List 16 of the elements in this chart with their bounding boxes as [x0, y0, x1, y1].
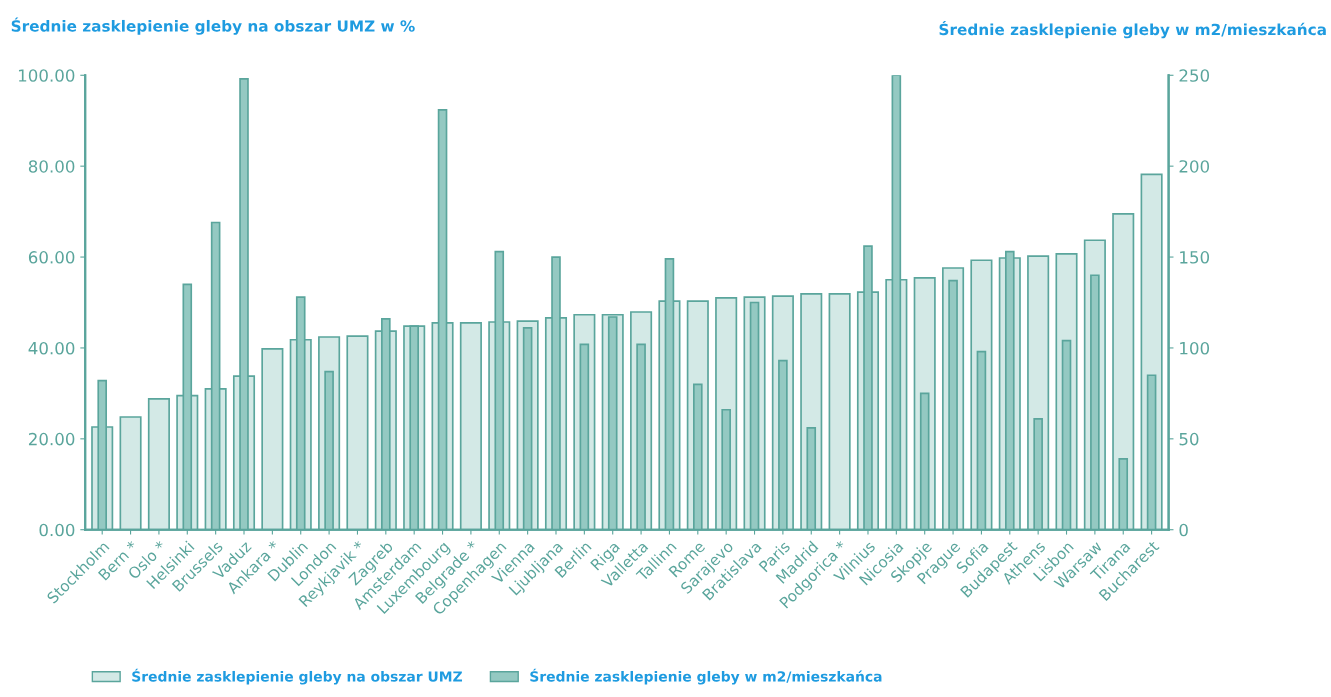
- y-axis-title: Średnie zasklepienie gleby na obszar UMZ w %: [11, 17, 415, 35]
- y-tick-label: 0.00: [39, 523, 75, 537]
- y2-axis-title: Średnie zasklepienie gleby w m2/mieszkańca: [939, 20, 1326, 39]
- y2-tick-label: 150: [1180, 251, 1210, 264]
- y2-tick-label: 50: [1179, 432, 1199, 446]
- y2-tick-label: 250: [1179, 69, 1210, 82]
- legend-label: Średnie zasklepienie gleby w m2/mieszkańca: [530, 668, 882, 685]
- y-tick-label: 20.00: [28, 432, 75, 446]
- y-tick-label: 60.00: [28, 251, 75, 264]
- y2-tick-label: 100: [1180, 341, 1210, 355]
- y2-tick-label: 0: [1179, 523, 1188, 537]
- y-tick-label: 80.00: [28, 160, 75, 173]
- y-tick-label: 100.00: [18, 69, 75, 82]
- y-tick-label: 40.00: [28, 341, 75, 355]
- legend-label: Średnie zasklepienie gleby na obszar UMZ: [132, 668, 463, 685]
- y2-tick-label: 200: [1179, 160, 1210, 173]
